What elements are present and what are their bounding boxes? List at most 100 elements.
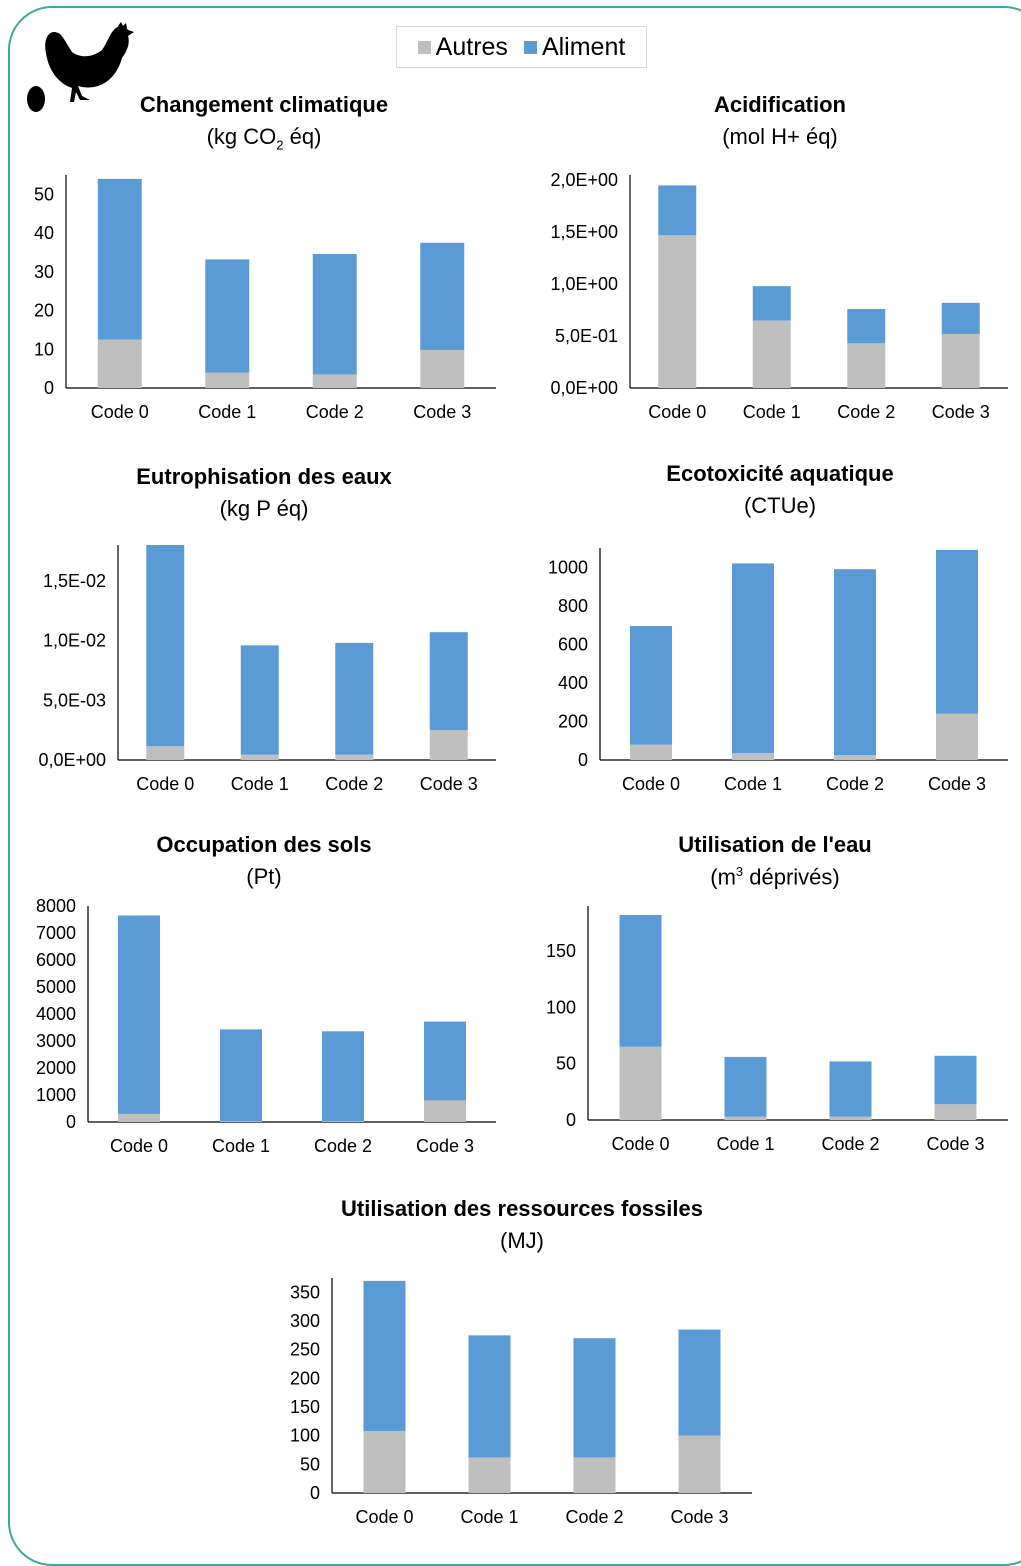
bar-segment-aliment — [429, 632, 468, 731]
bar-segment-aliment — [936, 549, 978, 714]
bar-segment-autres — [240, 754, 279, 760]
y-tick-label: 5000 — [36, 977, 76, 997]
bar-segment-aliment — [724, 1056, 767, 1117]
x-tick-label: Code 0 — [611, 1134, 669, 1154]
x-tick-label: Code 3 — [932, 402, 990, 422]
bar-segment-autres — [335, 754, 374, 760]
y-tick-label: 1,0E-02 — [43, 631, 106, 651]
x-tick-label: Code 1 — [743, 402, 801, 422]
unit-suffix: éq) — [283, 124, 322, 149]
bar-segment-autres — [468, 1457, 511, 1493]
y-tick-label: 350 — [290, 1282, 320, 1302]
bar-segment-aliment — [941, 302, 980, 334]
x-tick-label: Code 1 — [231, 774, 289, 794]
x-tick-label: Code 2 — [837, 402, 895, 422]
y-tick-label: 150 — [290, 1397, 320, 1417]
y-tick-label: 30 — [34, 262, 54, 282]
y-tick-label: 4000 — [36, 1004, 76, 1024]
bar-segment-aliment — [220, 1029, 262, 1122]
y-tick-label: 50 — [34, 184, 54, 204]
bar-segment-autres — [424, 1100, 466, 1122]
y-tick-label: 0 — [66, 1112, 76, 1132]
chart-unit-eutrophisation: (kg P éq) — [219, 496, 309, 521]
y-tick-label: 600 — [558, 634, 588, 654]
x-tick-label: Code 3 — [926, 1134, 984, 1154]
x-tick-label: Code 1 — [198, 402, 256, 422]
bar-segment-autres — [220, 1121, 262, 1122]
x-tick-label: Code 3 — [928, 774, 986, 794]
chart-unit-occupation-des-sols: (Pt) — [246, 864, 282, 889]
bar-segment-aliment — [322, 1031, 364, 1122]
bar-segment-aliment — [240, 645, 279, 755]
x-tick-label: Code 1 — [716, 1134, 774, 1154]
y-tick-label: 3000 — [36, 1031, 76, 1051]
bar-segment-autres — [573, 1457, 616, 1493]
bar-segment-autres — [429, 730, 468, 760]
x-tick-label: Code 1 — [724, 774, 782, 794]
chart-unit-utilisation-eau: (m3 déprivés) — [605, 864, 945, 890]
bar-segment-aliment — [678, 1329, 721, 1436]
y-tick-label: 20 — [34, 301, 54, 321]
y-tick-label: 300 — [290, 1311, 320, 1331]
y-tick-label: 0,0E+00 — [550, 378, 618, 398]
y-tick-label: 8000 — [36, 896, 76, 916]
bar-segment-aliment — [658, 185, 697, 236]
bar-segment-autres — [205, 372, 250, 388]
bar-segment-autres — [118, 1113, 160, 1122]
y-tick-label: 2000 — [36, 1058, 76, 1078]
x-tick-label: Code 2 — [826, 774, 884, 794]
y-tick-label: 1,5E+00 — [550, 222, 618, 242]
bar-segment-aliment — [732, 563, 774, 754]
bar-segment-autres — [322, 1121, 364, 1122]
chart-title-occupation-des-sols: Occupation des sols — [156, 832, 372, 857]
chart-title-eutrophisation: Eutrophisation des eaux — [136, 464, 392, 489]
chart-title-changement-climatique: Changement climatique — [139, 92, 389, 117]
x-tick-label: Code 3 — [670, 1507, 728, 1527]
x-tick-label: Code 1 — [212, 1136, 270, 1156]
y-tick-label: 250 — [290, 1340, 320, 1360]
y-tick-label: 100 — [290, 1426, 320, 1446]
bar-segment-autres — [732, 753, 774, 760]
y-tick-label: 5,0E-01 — [555, 326, 618, 346]
y-tick-label: 6000 — [36, 950, 76, 970]
bar-segment-autres — [941, 333, 980, 388]
bar-segment-autres — [619, 1046, 662, 1120]
x-tick-label: Code 2 — [325, 774, 383, 794]
x-tick-label: Code 0 — [355, 1507, 413, 1527]
bar-segment-autres — [420, 350, 465, 388]
bar-segment-autres — [752, 320, 791, 388]
legend-item-aliment: Aliment — [523, 33, 625, 62]
y-tick-label: 1000 — [36, 1085, 76, 1105]
y-tick-label: 150 — [546, 941, 576, 961]
hen-comb-shape — [118, 22, 127, 28]
y-tick-label: 1,5E-02 — [43, 571, 106, 591]
bar-segment-autres — [678, 1435, 721, 1493]
egg-shape — [27, 86, 45, 112]
legend-swatch-autres — [417, 40, 431, 54]
bar-segment-aliment — [420, 242, 465, 351]
y-tick-label: 0 — [310, 1483, 320, 1503]
chart-unit-ecotoxicite: (CTUe) — [743, 493, 817, 518]
bar-segment-aliment — [829, 1061, 872, 1117]
bar-segment-autres — [936, 713, 978, 760]
bar-segment-autres — [724, 1116, 767, 1120]
bar-segment-autres — [97, 339, 142, 388]
bar-segment-aliment — [118, 915, 160, 1114]
bar-segment-aliment — [619, 915, 662, 1047]
bar-segment-autres — [630, 744, 672, 760]
bar-segment-autres — [363, 1431, 406, 1493]
y-tick-label: 10 — [34, 339, 54, 359]
chart-title-ecotoxicite: Ecotoxicité aquatique — [666, 461, 894, 486]
chart-title-acidification: Acidification — [713, 92, 846, 117]
legend-item-autres: Autres — [417, 33, 508, 62]
y-tick-label: 0 — [578, 750, 588, 770]
unit-superscript: 3 — [735, 864, 744, 879]
bar-segment-autres — [834, 755, 876, 760]
bar-segment-aliment — [573, 1338, 616, 1458]
x-tick-label: Code 3 — [420, 774, 478, 794]
x-tick-label: Code 1 — [460, 1507, 518, 1527]
y-tick-label: 7000 — [36, 923, 76, 943]
y-tick-label: 5,0E-03 — [43, 690, 106, 710]
legend: Autres Aliment — [396, 26, 647, 68]
